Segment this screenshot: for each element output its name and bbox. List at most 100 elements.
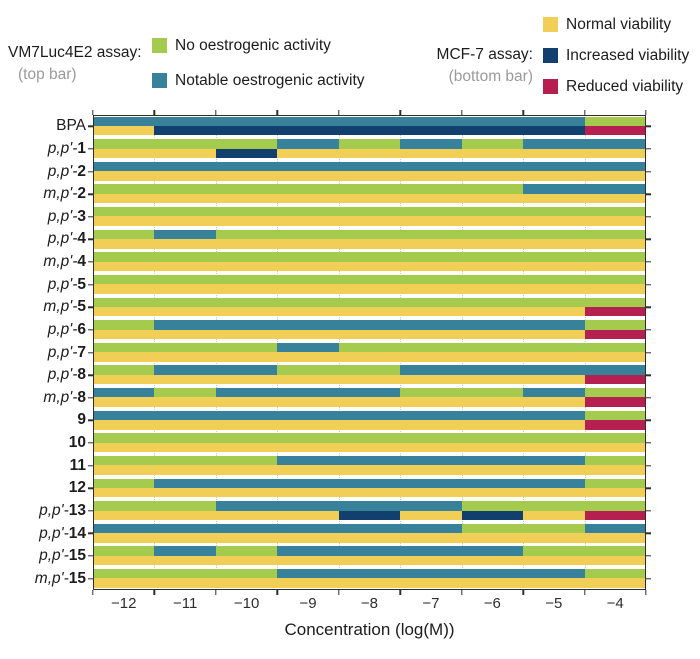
cell-y: [400, 171, 462, 181]
cell-y: [338, 555, 401, 566]
cell-g: [400, 184, 462, 194]
cell-y: [93, 533, 155, 543]
cell-g: [584, 297, 646, 307]
cell-t: [277, 161, 339, 172]
cell-y: [400, 216, 462, 226]
cell-t: [93, 161, 155, 172]
cell-y: [154, 261, 216, 272]
x-axis-title: Concentration (log(M)): [284, 620, 455, 639]
cell-g: [154, 252, 216, 262]
legend-swatch-reduced-viability: [543, 79, 558, 94]
heatmap-row: [93, 545, 646, 568]
cell-r: [584, 420, 646, 430]
axis-tick: [87, 261, 93, 263]
cell-y: [277, 284, 339, 294]
cell-n: [215, 148, 278, 158]
cell-y: [215, 533, 278, 543]
top-assay-bar: [93, 523, 646, 534]
cell-n: [277, 125, 339, 136]
cell-g: [338, 342, 401, 353]
legend-swatch-increased-viability: [543, 48, 558, 63]
cell-g: [93, 478, 155, 488]
cell-y: [154, 555, 216, 566]
axis-tick: [215, 110, 217, 115]
cell-y: [338, 239, 401, 249]
cell-y: [584, 193, 646, 204]
cell-y: [461, 329, 524, 339]
top-assay-bar: [93, 569, 646, 579]
cell-y: [93, 261, 155, 272]
heatmap-row: [93, 409, 646, 432]
cell-g: [523, 546, 585, 556]
cell-y: [523, 578, 585, 588]
cell-t: [154, 365, 216, 375]
cell-y: [93, 510, 155, 520]
cell-y: [154, 284, 216, 294]
cell-y: [215, 442, 278, 453]
cell-g: [93, 501, 155, 511]
cell-g: [584, 546, 646, 556]
cell-t: [277, 388, 339, 398]
cell-g: [400, 207, 462, 217]
cell-t: [584, 365, 646, 375]
axis-tick: [87, 216, 93, 218]
cell-g: [215, 229, 278, 240]
top-assay-bar: [93, 320, 646, 330]
axis-tick: [87, 510, 93, 512]
cell-y: [584, 216, 646, 226]
cell-t: [93, 116, 155, 126]
cell-t: [400, 501, 462, 511]
heatmap-row: [93, 522, 646, 545]
cell-y: [523, 465, 585, 475]
bottom-assay-bar: [93, 374, 646, 385]
cell-y: [400, 329, 462, 339]
cell-y: [93, 239, 155, 249]
legend-swatch-notable-oestrogenic-activity: [152, 73, 167, 88]
cell-g: [584, 388, 646, 398]
axis-tick: [645, 306, 651, 308]
cell-y: [215, 374, 278, 385]
top-bar-subtitle: (top bar): [18, 66, 77, 83]
cell-n: [154, 125, 216, 136]
cell-y: [154, 193, 216, 204]
cell-t: [400, 569, 462, 579]
cell-t: [400, 365, 462, 375]
legend-label-no-oestrogenic-activity: No oestrogenic activity: [175, 37, 331, 54]
cell-y: [154, 171, 216, 181]
cell-y: [277, 578, 339, 588]
cell-y: [93, 306, 155, 317]
legend-label-normal-viability: Normal viability: [566, 16, 672, 33]
axis-tick: [215, 590, 217, 595]
cell-y: [93, 352, 155, 362]
cell-y: [338, 465, 401, 475]
x-tick-label: −9: [299, 595, 317, 612]
cell-t: [523, 116, 585, 126]
cell-g: [154, 139, 216, 149]
y-axis-label: p,p'- 13: [39, 501, 86, 519]
heatmap-row: [93, 568, 646, 591]
cell-r: [584, 306, 646, 317]
cell-y: [215, 329, 278, 339]
cell-t: [338, 523, 401, 534]
cell-g: [93, 184, 155, 194]
cell-t: [215, 116, 278, 126]
cell-y: [461, 239, 524, 249]
cell-g: [461, 184, 524, 194]
cell-y: [93, 216, 155, 226]
cell-y: [523, 420, 585, 430]
cell-y: [523, 555, 585, 566]
cell-g: [523, 342, 585, 353]
cell-y: [584, 533, 646, 543]
cell-y: [277, 148, 339, 158]
cell-g: [338, 274, 401, 285]
cell-y: [277, 239, 339, 249]
axis-tick: [153, 110, 156, 115]
cell-t: [461, 116, 524, 126]
cell-y: [215, 352, 278, 362]
axis-tick: [645, 487, 651, 489]
heatmap-row: [93, 160, 646, 183]
cell-y: [215, 465, 278, 475]
cell-t: [400, 320, 462, 330]
cell-g: [277, 184, 339, 194]
top-assay-bar: [93, 161, 646, 172]
